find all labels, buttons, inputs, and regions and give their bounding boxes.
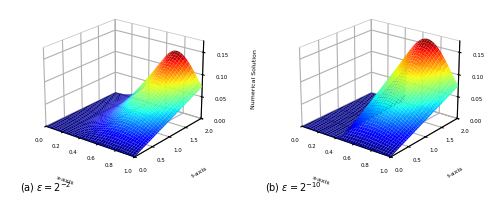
Text: (a) $\varepsilon = 2^{-2}$: (a) $\varepsilon = 2^{-2}$ [20,179,72,194]
X-axis label: x-axis: x-axis [312,174,330,185]
X-axis label: x-axis: x-axis [56,174,74,185]
Y-axis label: t-axis: t-axis [190,165,208,178]
Y-axis label: t-axis: t-axis [446,165,464,178]
Text: (b) $\varepsilon = 2^{-10}$: (b) $\varepsilon = 2^{-10}$ [265,179,322,194]
